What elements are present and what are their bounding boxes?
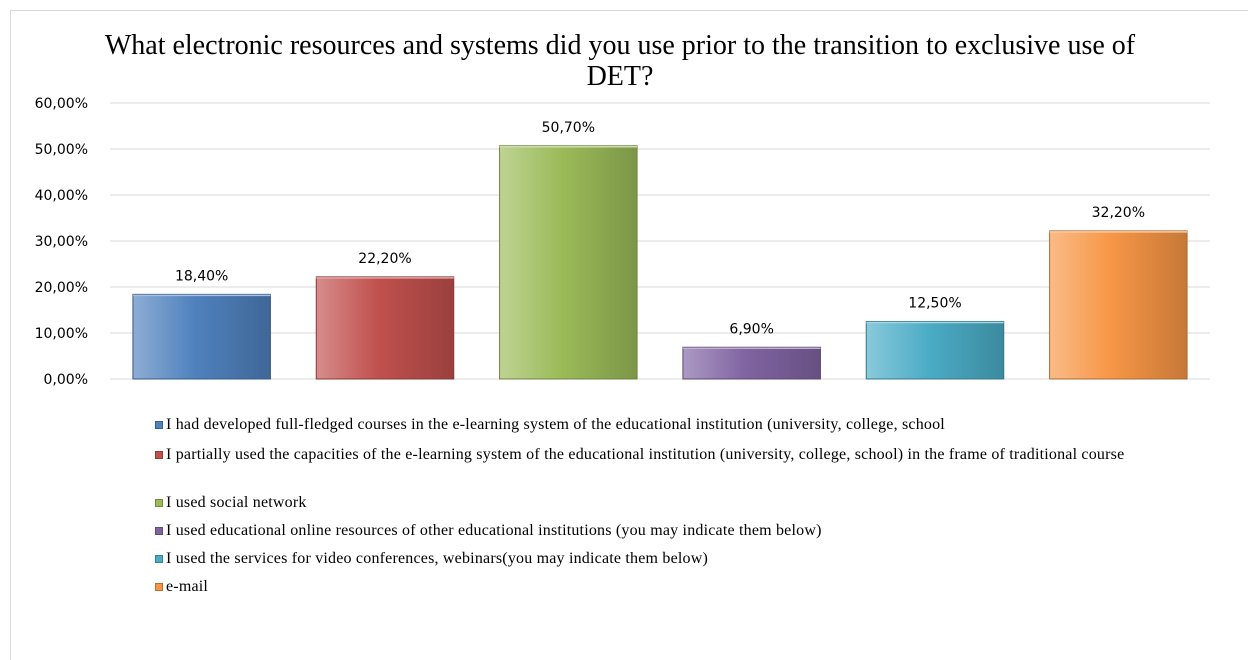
legend-swatch — [155, 451, 163, 459]
data-label: 50,70% — [542, 120, 595, 136]
bar — [865, 321, 1005, 380]
bar — [315, 276, 455, 380]
bar — [499, 145, 638, 380]
legend-item: e-mail — [155, 578, 1220, 595]
data-label: 6,90% — [729, 321, 773, 337]
bar — [1049, 230, 1188, 380]
y-tick-label: 20,00% — [35, 280, 88, 296]
legend-label: I used the services for video conference… — [166, 550, 709, 567]
legend-item: I had developed full-fledged courses in … — [155, 416, 1220, 433]
bar — [132, 293, 271, 380]
legend-swatch — [155, 583, 163, 591]
legend-swatch — [155, 527, 163, 535]
y-tick-label: 60,00% — [35, 96, 88, 112]
legend-item: I used the services for video conference… — [155, 550, 1220, 567]
legend-item: I used educational online resources of o… — [155, 522, 1220, 539]
legend-label: e-mail — [166, 578, 209, 595]
y-tick-label: 10,00% — [35, 326, 88, 342]
legend-label: I used social network — [166, 494, 307, 511]
data-label: 12,50% — [908, 296, 961, 312]
y-tick-label: 40,00% — [35, 188, 88, 204]
data-label: 32,20% — [1092, 205, 1145, 221]
legend-swatch — [155, 421, 163, 429]
chart-frame — [10, 10, 1248, 660]
y-tick-label: 30,00% — [35, 234, 88, 250]
legend-swatch — [155, 555, 163, 563]
legend-label: I used educational online resources of o… — [166, 522, 822, 539]
data-label: 22,20% — [358, 251, 411, 267]
legend-label: I partially used the capacities of the e… — [166, 446, 1125, 463]
bar — [682, 346, 821, 380]
bar-chart-plot: 0,00% 10,00% 20,00% 30,00% 40,00% 50,00% 60,00… — [35, 96, 1210, 388]
legend-item: I used social network — [155, 494, 1220, 511]
legend-label: I had developed full-fledged courses in … — [166, 416, 945, 433]
legend-swatch — [155, 499, 163, 507]
y-tick-label: 50,00% — [35, 142, 88, 158]
y-tick-label: 0,00% — [44, 372, 88, 388]
data-label: 18,40% — [175, 268, 228, 284]
chart-title: What electronic resources and systems di… — [104, 30, 1136, 92]
legend-item: I partially used the capacities of the e… — [155, 446, 1220, 463]
